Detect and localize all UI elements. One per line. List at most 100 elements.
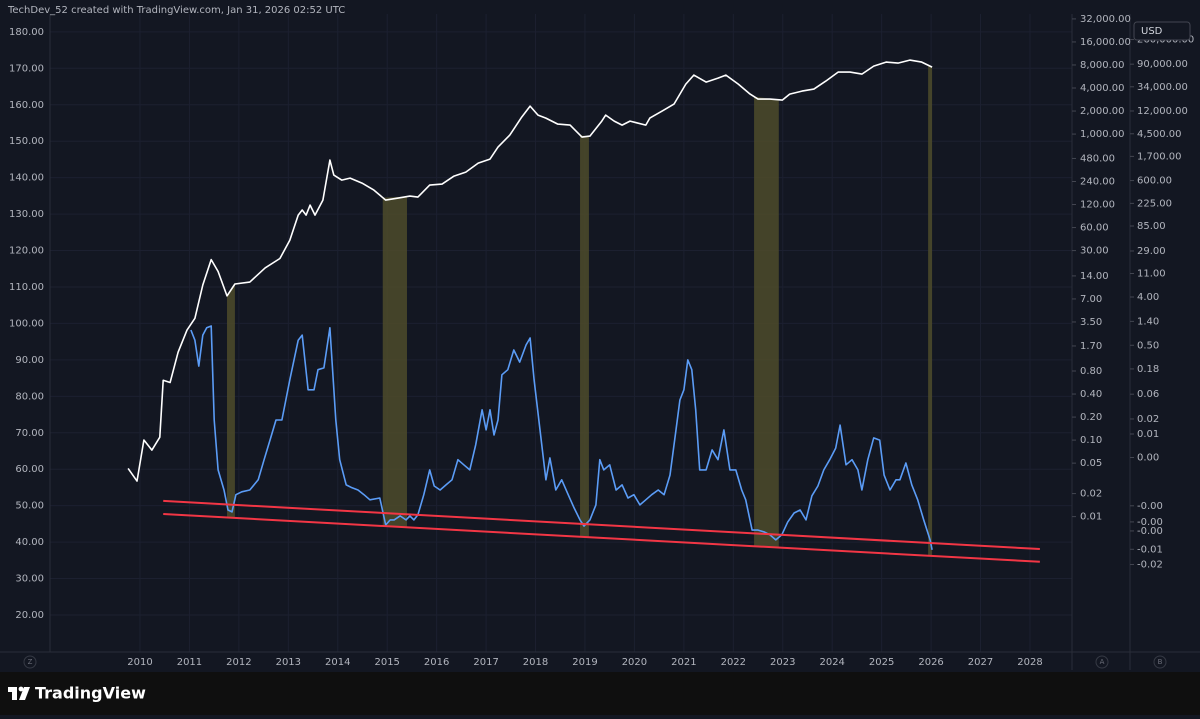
- y3-tick-label: 85.00: [1137, 221, 1166, 232]
- y3-tick-label: 1,700.00: [1137, 151, 1182, 162]
- currency[interactable]: USD: [1141, 26, 1163, 37]
- x-tick-label: 2016: [424, 657, 449, 668]
- x-tick-label: 2025: [869, 657, 894, 668]
- y2-tick-label: 480.00: [1080, 153, 1115, 164]
- y2-tick-label: 7.00: [1080, 294, 1102, 305]
- x-tick-label: 2019: [572, 657, 597, 668]
- x-tick-label: 2021: [671, 657, 696, 668]
- y3-tick-label: 0.00: [1137, 452, 1159, 463]
- y2-tick-label: 16,000.00: [1080, 37, 1131, 48]
- y2-tick-label: 4,000.00: [1080, 83, 1125, 94]
- y3-tick-label: 12,000.00: [1137, 106, 1188, 117]
- y3-tick-label: 4,500.00: [1137, 129, 1182, 140]
- y3-tick-label: 0.02: [1137, 414, 1159, 425]
- y2-tick-label: 14.00: [1080, 271, 1109, 282]
- y-tick-label: 180.00: [9, 27, 44, 38]
- highlight-band: [227, 283, 235, 518]
- brand-logo: [8, 686, 30, 700]
- y2-tick-label: 8,000.00: [1080, 60, 1125, 71]
- y2-tick-label: 32,000.00: [1080, 14, 1131, 25]
- y-tick-label: 130.00: [9, 209, 44, 220]
- y2-tick-label: 1,000.00: [1080, 129, 1125, 140]
- series-line: [190, 325, 933, 550]
- y2-tick-label: 3.50: [1080, 317, 1102, 328]
- y-tick-label: 110.00: [9, 282, 44, 293]
- x-tick-label: 2018: [523, 657, 548, 668]
- y-tick-label: 120.00: [9, 246, 44, 257]
- highlight-band: [382, 196, 407, 528]
- y2-tick-label: 2,000.00: [1080, 106, 1125, 117]
- y3-tick-label: 0.50: [1137, 340, 1159, 351]
- z-label[interactable]: Z: [28, 658, 33, 666]
- y-tick-label: 150.00: [9, 136, 44, 147]
- logo-bar: [8, 687, 17, 692]
- x-tick-label: 2026: [918, 657, 943, 668]
- y3-tick-label: 0.18: [1137, 364, 1159, 375]
- axes: [0, 14, 1200, 670]
- y2-tick-label: 0.80: [1080, 366, 1102, 377]
- logo-dot: [18, 686, 24, 692]
- x-tick-label: 2024: [819, 657, 844, 668]
- brand: TradingView: [35, 684, 146, 703]
- y-tick-label: 160.00: [9, 100, 44, 111]
- y2-tick-label: 30.00: [1080, 246, 1109, 257]
- logo-stem: [12, 692, 17, 700]
- y3-tick-label: 225.00: [1137, 198, 1172, 209]
- bands: [227, 65, 933, 556]
- y-tick-label: 70.00: [15, 428, 44, 439]
- b-label[interactable]: B: [1158, 658, 1163, 666]
- y2-tick-label: 240.00: [1080, 176, 1115, 187]
- y3-tick-label: 4.00: [1137, 292, 1159, 303]
- x-tick-label: 2017: [473, 657, 498, 668]
- y3-tick-label: 11.00: [1137, 268, 1166, 279]
- currency-badge[interactable]: [1133, 21, 1191, 41]
- y2-tick-label: 0.01: [1080, 512, 1102, 523]
- highlight-band: [754, 96, 779, 548]
- y3-tick-label: -0.00: [1137, 526, 1163, 537]
- x-tick-label: 2022: [721, 657, 746, 668]
- a-button[interactable]: [1095, 655, 1109, 669]
- x-tick-label: 2010: [127, 657, 152, 668]
- b-button[interactable]: [1153, 655, 1167, 669]
- z-button[interactable]: [23, 655, 37, 669]
- y2-tick-label: 120.00: [1080, 200, 1115, 211]
- x-tick-label: 2014: [325, 657, 350, 668]
- y2-tick-label: 0.02: [1080, 489, 1102, 500]
- y2-tick-label: 0.10: [1080, 435, 1102, 446]
- x-tick-label: 2013: [276, 657, 301, 668]
- y3-tick-label: -0.00: [1137, 517, 1163, 528]
- x-tick-label: 2015: [374, 657, 399, 668]
- y-tick-label: 40.00: [15, 537, 44, 548]
- y-tick-label: 60.00: [15, 464, 44, 475]
- y3-tick-label: 34,000.00: [1137, 82, 1188, 93]
- x-tick-label: 2011: [177, 657, 202, 668]
- y3-tick-label: 0.06: [1137, 389, 1159, 400]
- x-tick-label: 2028: [1017, 657, 1042, 668]
- y3-tick-label: 600.00: [1137, 176, 1172, 187]
- y3-tick-label: 90,000.00: [1137, 59, 1188, 70]
- y-tick-label: 30.00: [15, 574, 44, 585]
- highlight-band: [928, 65, 933, 556]
- y-tick-label: 80.00: [15, 391, 44, 402]
- x-tick-label: 2012: [226, 657, 251, 668]
- footer: [0, 672, 1200, 715]
- y3-tick-label: 1.40: [1137, 316, 1159, 327]
- x-tick-label: 2020: [622, 657, 647, 668]
- y3-tick-label: 0.01: [1137, 429, 1159, 440]
- x-tick-label: 2027: [968, 657, 993, 668]
- y-tick-label: 20.00: [15, 610, 44, 621]
- y3-tick-label: -0.02: [1137, 559, 1163, 570]
- y2-tick-label: 0.20: [1080, 412, 1102, 423]
- trend-line: [163, 513, 1040, 563]
- y3-tick-label: 29.00: [1137, 246, 1166, 257]
- y3-tick-label: -0.00: [1137, 501, 1163, 512]
- y-tick-label: 100.00: [9, 318, 44, 329]
- x-tick-label: 2023: [770, 657, 795, 668]
- lines: [127, 59, 1040, 563]
- a-label[interactable]: A: [1100, 658, 1105, 666]
- y-tick-label: 90.00: [15, 355, 44, 366]
- header: TechDev_52 created with TradingView.com,…: [7, 5, 345, 16]
- y3-tick-label: -0.01: [1137, 544, 1163, 555]
